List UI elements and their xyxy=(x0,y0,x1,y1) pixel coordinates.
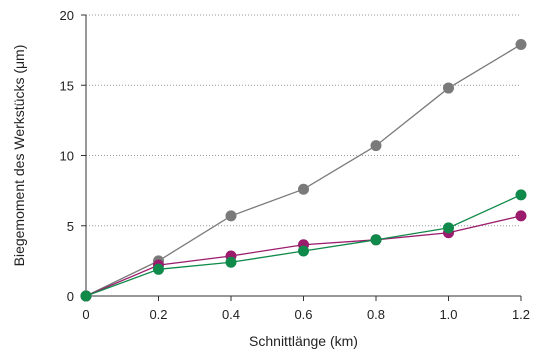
series-1-point-4 xyxy=(370,140,382,152)
series-1-point-5 xyxy=(443,82,454,94)
y-tick-label-3: 15 xyxy=(60,78,74,93)
x-tick-label-0: 0 xyxy=(82,307,89,322)
series-3-point-0 xyxy=(80,290,92,302)
series-1-point-3 xyxy=(298,183,309,195)
series-3-point-2 xyxy=(225,256,237,268)
x-tick-label-3: 0.6 xyxy=(294,307,312,322)
series-1-line xyxy=(85,43,522,297)
y-tick-label-0: 0 xyxy=(67,289,74,304)
x-tick-label-6: 1.2 xyxy=(512,307,530,322)
y-axis-title: Biegemoment des Werkstücks (μm) xyxy=(11,45,27,267)
x-tick-label-2: 0.4 xyxy=(222,307,240,322)
label-layer: 0 0.2 0.4 0.6 0.8 1.0 1.2 0 5 10 15 20 xyxy=(60,8,531,322)
series-3-point-6 xyxy=(515,189,527,201)
series-1-point-2 xyxy=(225,210,237,222)
series-layer xyxy=(80,39,527,302)
grid-layer xyxy=(86,14,521,227)
series-3-point-3 xyxy=(298,245,309,257)
series-3-point-5 xyxy=(443,222,454,234)
x-tick-label-1: 0.2 xyxy=(149,307,167,322)
y-tick-label-4: 20 xyxy=(60,8,74,23)
x-tick-label-5: 1.0 xyxy=(439,307,457,322)
x-axis-title: Schnittlänge (km) xyxy=(249,333,358,349)
y-tick-label-1: 5 xyxy=(67,219,74,234)
series-1-point-6 xyxy=(515,39,527,51)
series-3-point-1 xyxy=(153,263,164,275)
x-tick-label-4: 0.8 xyxy=(367,307,385,322)
axis-layer xyxy=(81,14,522,301)
y-tick-label-2: 10 xyxy=(60,149,74,164)
series-2-point-6 xyxy=(515,210,527,222)
series-3-point-4 xyxy=(370,234,382,246)
